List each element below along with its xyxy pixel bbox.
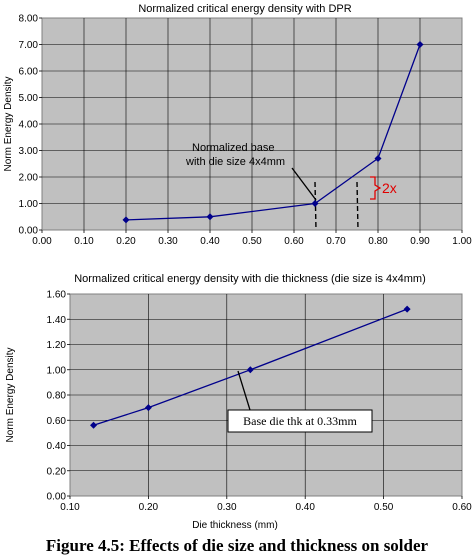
y-tick-label: 0.60 (47, 416, 67, 427)
x-tick-label: 0.70 (326, 236, 346, 247)
x-tick-label: 0.20 (116, 236, 136, 247)
data-point (374, 154, 382, 162)
x-tick-label: 0.90 (410, 236, 430, 247)
y-tick-label: 1.40 (47, 315, 67, 326)
data-point (246, 366, 254, 374)
y-tick-label: 1.00 (19, 199, 39, 210)
data-point (403, 305, 411, 313)
chart-1-x-ticks: 0.00 0.10 0.20 0.30 0.40 0.50 0.60 0.70 0.80 0.90… (32, 230, 472, 247)
chart-dpr: Normalized critical energy density with … (3, 3, 472, 247)
y-tick-label: 0.00 (19, 226, 39, 237)
chart-1-points (122, 41, 424, 224)
x-tick-label: 0.40 (295, 502, 315, 513)
chart-2-grid (70, 294, 462, 496)
y-tick-label: 1.20 (47, 340, 67, 351)
y-tick-label: 1.00 (47, 365, 67, 376)
chart-2-y-axis-label: Norm Energy Density (5, 347, 16, 442)
chart-2-callout-text: Base die thk at 0.33mm (243, 414, 357, 428)
y-tick-label: 5.00 (19, 93, 39, 104)
x-tick-label: 0.10 (60, 502, 80, 513)
dashed-marker-line (356, 181, 359, 231)
y-tick-label: 0.40 (47, 441, 67, 452)
chart-2-callout-box (227, 409, 373, 433)
chart-2-title: Normalized critical energy density with … (74, 273, 426, 285)
data-point (144, 404, 152, 412)
x-tick-label: 0.60 (284, 236, 304, 247)
x-tick-label: 0.00 (32, 236, 52, 247)
chart-2-series-line (93, 308, 408, 426)
y-tick-label: 3.00 (19, 146, 39, 157)
x-tick-label: 0.10 (74, 236, 94, 247)
chart-2-x-ticks: 0.10 0.20 0.30 0.40 0.50 0.60 (60, 496, 472, 513)
chart-2-x-axis-label: Die thickness (mm) (192, 520, 278, 531)
data-point (416, 41, 424, 48)
y-tick-label: 1.60 (47, 290, 67, 301)
y-tick-label: 0.80 (47, 391, 67, 402)
data-point (122, 216, 130, 224)
chart-1-y-axis-label: Norm Energy Density (3, 76, 14, 171)
x-tick-label: 0.80 (368, 236, 388, 247)
chart-1-callout-leader (291, 167, 317, 201)
x-tick-label: 0.50 (242, 236, 262, 247)
y-tick-label: 0.00 (47, 492, 67, 503)
x-tick-label: 0.30 (217, 502, 237, 513)
chart-1-title: Normalized critical energy density with … (138, 3, 351, 15)
figure-caption: Figure 4.5: Effects of die size and thic… (45, 536, 429, 555)
y-tick-label: 4.00 (19, 120, 39, 131)
chart-1-grid (42, 18, 462, 230)
y-tick-label: 2.00 (19, 173, 39, 184)
y-tick-label: 0.20 (47, 466, 67, 477)
y-tick-label: 6.00 (19, 67, 39, 78)
chart-2-y-ticks: 0.00 0.20 0.40 0.60 0.80 1.00 1.20 1.40 1.60 (47, 290, 70, 503)
y-tick-label: 7.00 (19, 40, 39, 51)
x-tick-label: 0.40 (200, 236, 220, 247)
chart-2-points (90, 305, 411, 429)
chart-1-callout-line-1: Normalized base (192, 142, 275, 154)
x-tick-label: 1.00 (452, 236, 472, 247)
chart-1-callout-line-2: with die size 4x4mm (185, 156, 285, 168)
chart-die-thickness: Normalized critical energy density with … (5, 273, 472, 531)
x-tick-label: 0.30 (158, 236, 178, 247)
x-tick-label: 0.20 (139, 502, 159, 513)
x-tick-label: 0.50 (374, 502, 394, 513)
chart-1-2x-bracket (370, 176, 382, 200)
y-tick-label: 8.00 (19, 14, 39, 25)
chart-1-y-ticks: 0.00 1.00 2.00 3.00 4.00 5.00 6.00 7.00 8.00 (19, 14, 42, 237)
chart-2-callout-leader (237, 370, 251, 411)
chart-1-2x-label: 2x (382, 180, 397, 196)
data-point (311, 200, 319, 207)
x-tick-label: 0.60 (452, 502, 472, 513)
data-point (206, 213, 214, 221)
data-point (90, 421, 98, 429)
